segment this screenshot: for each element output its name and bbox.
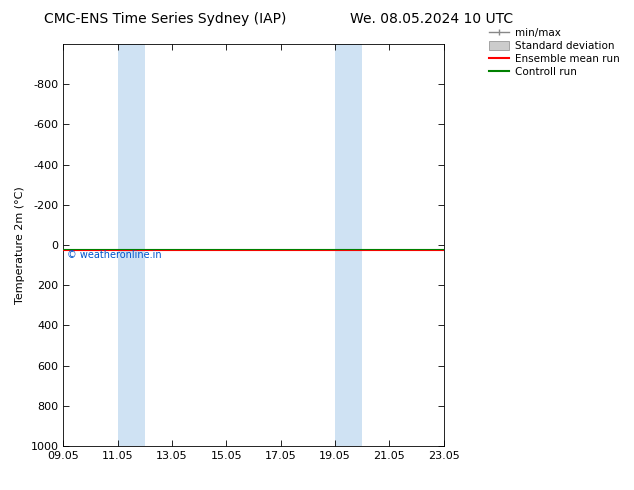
Y-axis label: Temperature 2m (°C): Temperature 2m (°C) — [15, 186, 25, 304]
Text: CMC-ENS Time Series Sydney (IAP): CMC-ENS Time Series Sydney (IAP) — [44, 12, 286, 26]
Text: We. 08.05.2024 10 UTC: We. 08.05.2024 10 UTC — [349, 12, 513, 26]
Bar — [118, 44, 145, 446]
Text: © weatheronline.in: © weatheronline.in — [67, 250, 162, 260]
Legend: min/max, Standard deviation, Ensemble mean run, Controll run: min/max, Standard deviation, Ensemble me… — [486, 25, 623, 80]
Bar — [335, 44, 362, 446]
